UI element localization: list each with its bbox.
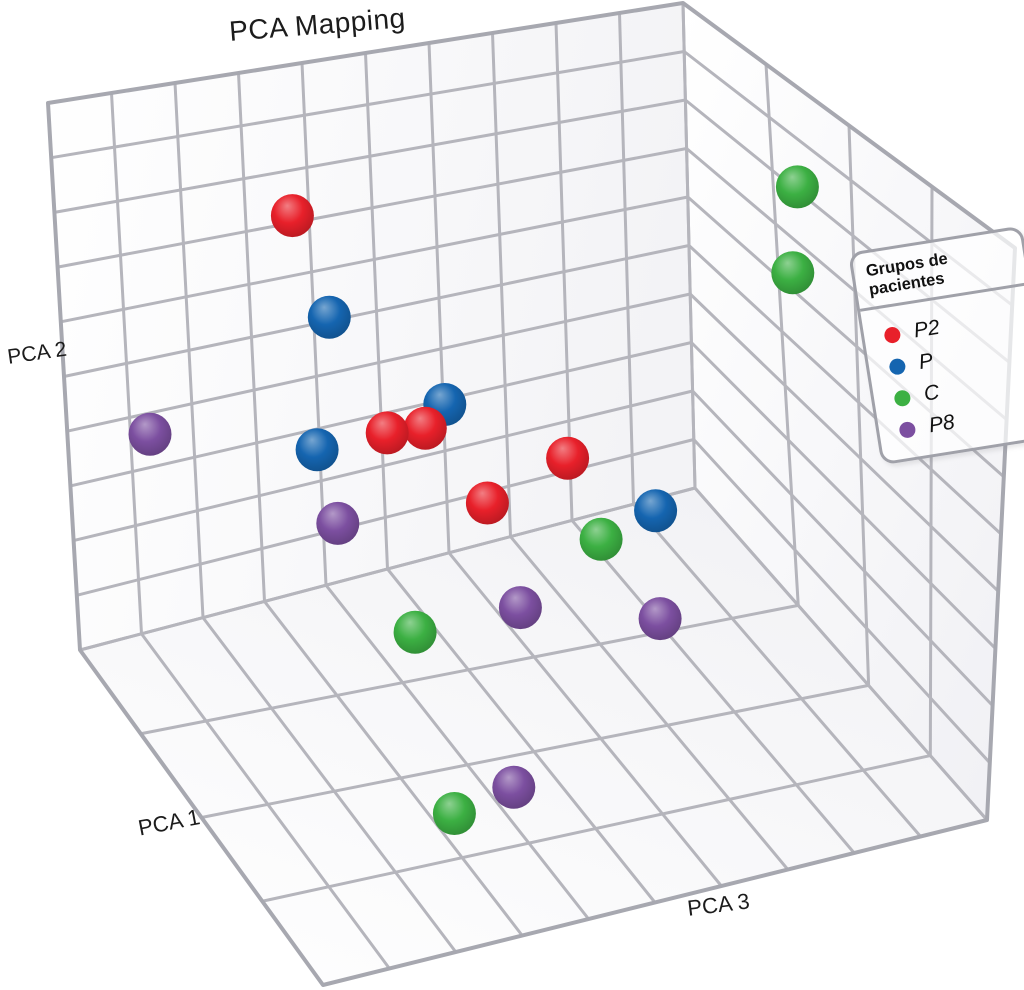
plot-walls — [48, 3, 1015, 985]
data-point-P — [634, 489, 678, 533]
data-point-C — [771, 251, 815, 295]
legend-item-label: P — [917, 349, 935, 375]
legend-item-label: P8 — [927, 410, 957, 438]
data-points — [128, 165, 819, 835]
data-point-P8 — [492, 765, 536, 809]
data-point-P8 — [128, 412, 172, 456]
legend-swatch-icon — [893, 389, 912, 408]
data-point-P — [307, 295, 351, 339]
data-point-P8 — [638, 597, 682, 641]
data-point-P8 — [316, 501, 360, 545]
data-point-P8 — [498, 586, 542, 630]
legend-items: P2 P C P8 — [860, 285, 1024, 462]
data-point-P2 — [403, 406, 447, 450]
data-point-P2 — [270, 194, 314, 238]
data-point-C — [579, 517, 623, 561]
data-point-P2 — [465, 481, 509, 525]
data-point-P2 — [546, 436, 590, 480]
data-point-C — [432, 792, 476, 835]
legend-item-label: C — [922, 380, 941, 406]
data-point-C — [393, 610, 437, 654]
data-point-C — [775, 165, 819, 209]
legend-swatch-icon — [883, 325, 902, 345]
legend-swatch-icon — [898, 420, 917, 440]
data-point-P — [295, 428, 339, 472]
data-point-P2 — [365, 411, 409, 455]
legend-item-label: P2 — [912, 315, 942, 343]
legend-swatch-icon — [888, 357, 907, 376]
